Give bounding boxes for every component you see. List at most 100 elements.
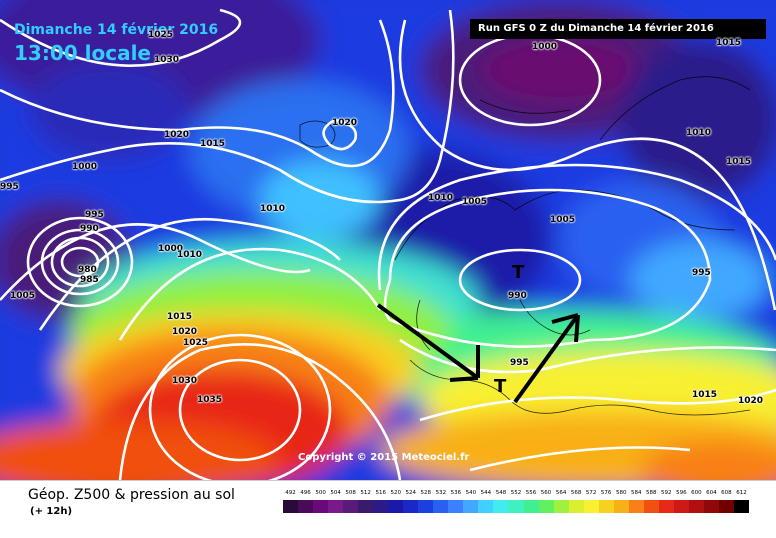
isobar-label: 1010 xyxy=(686,128,712,138)
scale-label: 536 xyxy=(450,490,462,496)
isobar-label: 1030 xyxy=(172,376,198,386)
scale-label: 560 xyxy=(540,490,552,496)
scale-label: 556 xyxy=(525,490,537,496)
scale-label: 532 xyxy=(435,490,447,496)
scale-swatch xyxy=(583,500,599,513)
scale-label: 604 xyxy=(706,490,717,496)
scale-label: 576 xyxy=(600,490,612,496)
scale-label: 496 xyxy=(300,490,311,496)
copyright: Copyright © 2015 Meteociel.fr xyxy=(298,452,470,463)
color-scale: 492 496 500 504 508 512 516 520 524 528 532 536 540 5… xyxy=(283,488,749,513)
scale-label: 584 xyxy=(630,490,642,496)
scale-swatch xyxy=(613,500,629,513)
isobar-label: 1010 xyxy=(428,193,454,203)
scale-swatches xyxy=(283,500,749,513)
scale-label: 608 xyxy=(721,490,732,496)
isobar-label: 990 xyxy=(80,224,99,234)
low-pressure-mark: T xyxy=(512,262,525,283)
isobar-label: 990 xyxy=(508,291,527,301)
scale-label: 504 xyxy=(330,490,341,496)
scale-label: 516 xyxy=(375,490,386,496)
scale-swatch xyxy=(448,500,464,513)
isobar-label: 1000 xyxy=(72,162,98,172)
weather-map: Dimanche 14 février 2016 13:00 locale Ru… xyxy=(0,0,776,480)
map-legend: Géop. Z500 & pression au sol (+ 12h) 492… xyxy=(0,480,776,538)
scale-label: 588 xyxy=(646,490,657,496)
scale-swatch xyxy=(418,500,434,513)
scale-label: 580 xyxy=(615,490,627,496)
scale-swatch xyxy=(343,500,359,513)
isobar-label: 1005 xyxy=(550,215,576,225)
scale-swatch xyxy=(508,500,524,513)
scale-swatch xyxy=(643,500,659,513)
isobar-label: 1000 xyxy=(532,42,558,52)
forecast-offset: (+ 12h) xyxy=(30,506,73,517)
isobar-label: 1010 xyxy=(177,250,203,260)
isobar-label: 1025 xyxy=(183,338,209,348)
isobar-lines xyxy=(0,8,776,480)
run-info: Run GFS 0 Z du Dimanche 14 février 2016 xyxy=(470,19,766,39)
isobar-label: 1015 xyxy=(726,157,752,167)
isobar-label: 1020 xyxy=(738,396,764,406)
isobar-label: 1015 xyxy=(692,390,718,400)
scale-label: 492 xyxy=(285,490,296,496)
scale-swatch xyxy=(553,500,569,513)
scale-swatch xyxy=(523,500,539,513)
forecast-date: Dimanche 14 février 2016 xyxy=(14,22,219,38)
scale-swatch xyxy=(433,500,449,513)
scale-label: 508 xyxy=(345,490,356,496)
scale-swatch xyxy=(493,500,509,513)
scale-label: 596 xyxy=(676,490,687,496)
isobar-label: 1025 xyxy=(148,30,174,40)
scale-swatch xyxy=(733,500,749,513)
isobar-label: 1015 xyxy=(716,38,742,48)
scale-swatch xyxy=(313,500,329,513)
scale-label: 572 xyxy=(585,490,597,496)
scale-swatch xyxy=(703,500,719,513)
scale-label: 540 xyxy=(465,490,477,496)
scale-swatch xyxy=(598,500,614,513)
legend-title: Géop. Z500 & pression au sol xyxy=(28,487,235,503)
scale-label: 520 xyxy=(390,490,401,496)
scale-label: 568 xyxy=(570,490,582,496)
isobar-label: 1020 xyxy=(172,327,198,337)
scale-swatch xyxy=(373,500,389,513)
isobar-label: 1005 xyxy=(10,291,36,301)
isobar-label: 995 xyxy=(692,268,711,278)
isobar-label: 1020 xyxy=(164,130,190,140)
geopotential-field xyxy=(0,0,776,480)
scale-labels: 492 496 500 504 508 512 516 520 524 528 532 536 540 5… xyxy=(283,488,749,498)
scale-label: 600 xyxy=(691,490,702,496)
isobar-label: 1015 xyxy=(200,139,226,149)
scale-swatch xyxy=(283,500,299,513)
isobar-label: 995 xyxy=(0,182,19,192)
scale-swatch xyxy=(328,500,344,513)
scale-swatch xyxy=(688,500,704,513)
scale-swatch xyxy=(658,500,674,513)
scale-swatch xyxy=(358,500,374,513)
scale-label: 544 xyxy=(480,490,492,496)
z500-color-field xyxy=(0,0,776,480)
isobar-label: 1010 xyxy=(260,204,286,214)
scale-swatch xyxy=(568,500,584,513)
scale-label: 528 xyxy=(420,490,432,496)
isobar-label: 1015 xyxy=(167,312,193,322)
isobar-label: 1005 xyxy=(462,197,488,207)
scale-swatch xyxy=(718,500,734,513)
isobar-label: 985 xyxy=(80,275,99,285)
scale-label: 592 xyxy=(661,490,672,496)
isobar-label: 995 xyxy=(510,358,529,368)
scale-swatch xyxy=(673,500,689,513)
trajectory-arrows xyxy=(376,303,580,404)
scale-label: 612 xyxy=(736,490,747,496)
scale-swatch xyxy=(403,500,419,513)
isobar-label: 980 xyxy=(78,265,97,275)
isobar-label: 995 xyxy=(85,210,104,220)
scale-label: 500 xyxy=(315,490,326,496)
scale-swatch xyxy=(463,500,479,513)
isobar-label: 1000 xyxy=(158,244,184,254)
low-pressure-mark: T xyxy=(494,376,507,397)
scale-swatch xyxy=(388,500,404,513)
scale-swatch xyxy=(538,500,554,513)
scale-label: 524 xyxy=(405,490,417,496)
